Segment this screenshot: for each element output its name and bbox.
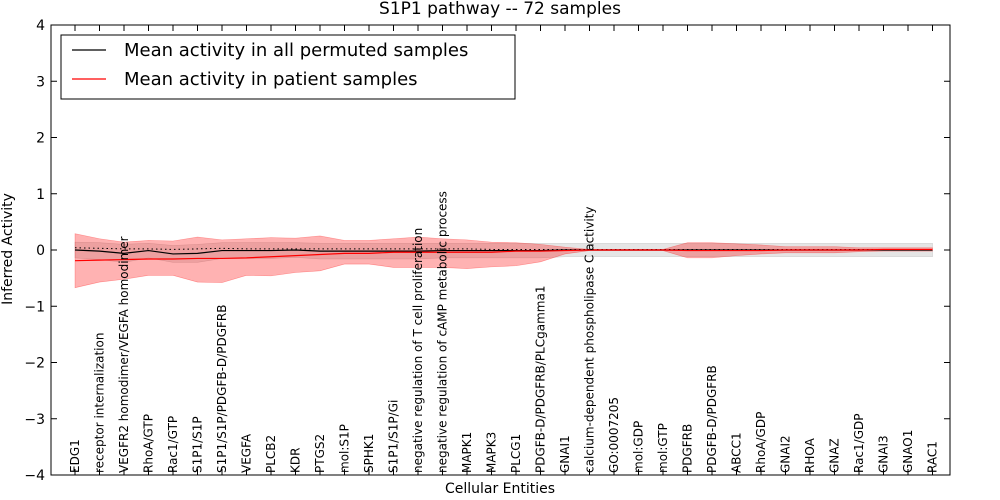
x-tick-label: MAPK3 — [485, 432, 499, 473]
legend: Mean activity in all permuted samples Me… — [60, 34, 516, 100]
y-tick-label: 1 — [36, 187, 45, 203]
x-tick-label: RAC1 — [926, 441, 940, 473]
x-tick-label: GNAZ — [828, 438, 842, 473]
permuted-dotted-line — [74, 247, 933, 250]
x-tick-label: ABCC1 — [730, 432, 744, 473]
legend-box — [60, 34, 516, 100]
x-tick-label: PDGFB-D/PDGFRB/PLCgamma1 — [534, 286, 548, 473]
x-tick-label: PLCG1 — [509, 434, 523, 473]
y-tick-label: 2 — [36, 131, 45, 147]
patient-mean-line — [74, 248, 933, 262]
y-tick-label: 0 — [36, 243, 45, 259]
x-tick-label: VEGFR2 homodimer/VEGFA homodimer — [117, 236, 131, 473]
x-tick-label: mol:S1P — [338, 424, 352, 473]
x-tick-label: PDGFB-D/PDGFRB — [705, 365, 719, 473]
y-tick-label: −3 — [24, 412, 45, 428]
legend-label-permuted: Mean activity in all permuted samples — [124, 40, 468, 61]
x-tick-label: S1P1/S1P/Gi — [387, 400, 401, 473]
y-tick-label: −2 — [24, 356, 45, 372]
x-tick-label: GNAI3 — [877, 435, 891, 473]
x-tick-label: receptor internalization — [93, 333, 107, 473]
x-tick-label: Rac1/GTP — [166, 416, 180, 473]
x-tick-label: KDR — [289, 448, 303, 473]
x-tick-label: VEGFA — [240, 433, 254, 473]
x-tick-label: negative regulation of T cell proliferat… — [411, 228, 425, 473]
x-tick-label: GNAI2 — [779, 435, 793, 473]
x-tick-label: RhoA/GDP — [754, 412, 768, 473]
x-tick-label: EDG1 — [68, 439, 82, 473]
x-tick-label: Rac1/GDP — [852, 414, 866, 473]
x-tick-label: PTGS2 — [313, 434, 327, 473]
legend-label-patient: Mean activity in patient samples — [124, 69, 418, 90]
y-tick-label: 3 — [36, 74, 45, 90]
x-tick-label: GO:0007205 — [607, 397, 621, 473]
x-tick-label: PDGFRB — [681, 424, 695, 473]
x-tick-label: calcium-dependent phospholipase C activi… — [583, 207, 597, 473]
x-tick-label: S1P1/S1P — [191, 416, 205, 473]
patient-band — [74, 233, 933, 289]
x-tick-label: RhoA/GTP — [142, 414, 156, 473]
y-tick-label: 4 — [36, 18, 45, 34]
x-tick-label: PLCB2 — [264, 435, 278, 473]
y-tick-label: −1 — [24, 299, 45, 315]
x-axis-label: Cellular Entities — [445, 481, 555, 497]
x-tick-label: MAPK1 — [460, 432, 474, 473]
x-tick-label: GNAO1 — [901, 430, 915, 473]
x-tick-label: mol:GTP — [656, 423, 670, 473]
plot-area: −4 −3 −2 −1 0 1 2 3 4 EDG1 receptor internalizatio… — [24, 18, 951, 484]
x-tick-label: RHOA — [803, 437, 817, 473]
y-axis-label: Inferred Activity — [0, 193, 16, 305]
x-tick-label: mol:GDP — [632, 421, 646, 473]
chart-title: S1P1 pathway -- 72 samples — [379, 0, 621, 19]
x-tick-label: S1P1/S1P/PDGFB-D/PDGFRB — [215, 305, 229, 473]
x-tick-label: SPHK1 — [362, 434, 376, 473]
x-tick-label: negative regulation of cAMP metabolic pr… — [436, 191, 450, 473]
y-tick-label: −4 — [24, 468, 45, 484]
x-tick-label: GNAI1 — [558, 435, 572, 473]
